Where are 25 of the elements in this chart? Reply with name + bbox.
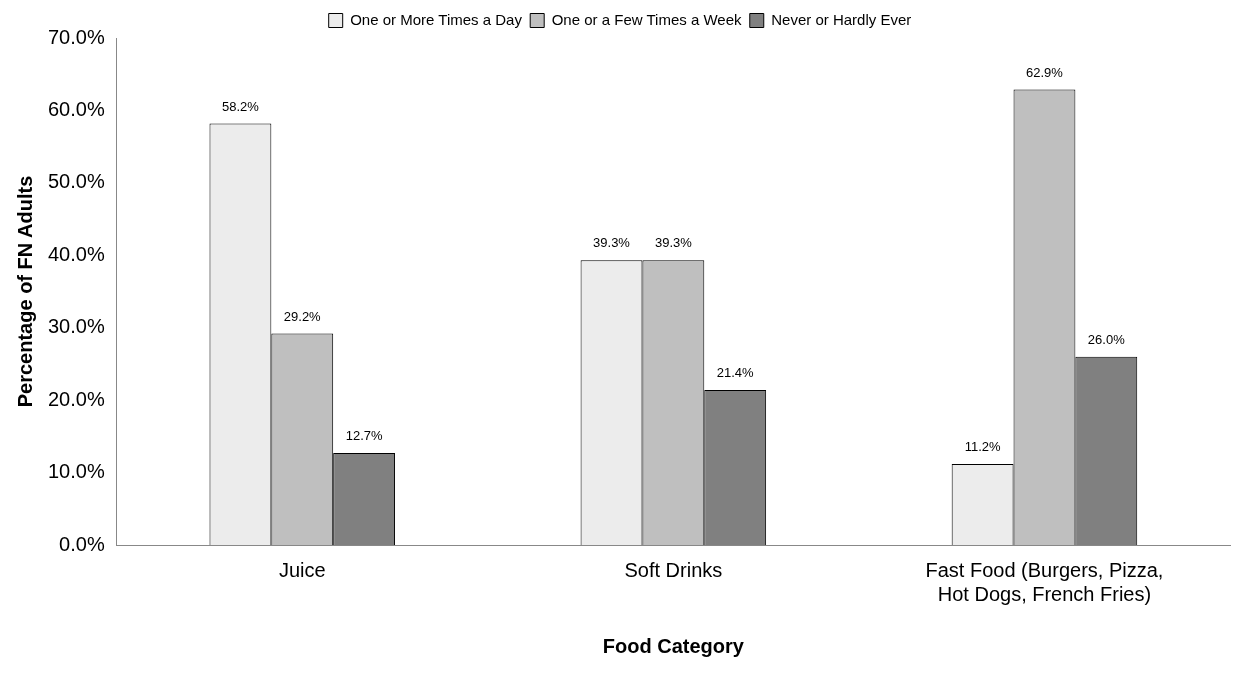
y-tick-label: 20.0%: [47, 387, 105, 410]
data-label: 62.9%: [1026, 64, 1064, 80]
legend-label: Never or Hardly Ever: [771, 10, 912, 28]
y-tick-label: 60.0%: [47, 97, 105, 120]
y-tick-label: 50.0%: [47, 170, 105, 193]
data-label: 26.0%: [1087, 331, 1126, 347]
data-label: 12.7%: [345, 428, 383, 444]
data-label: 39.3%: [654, 235, 693, 251]
legend-label: One or More Times a Day: [350, 10, 523, 28]
legend-label: One or a Few Times a Week: [551, 10, 742, 28]
x-tick-label: Juice: [278, 558, 326, 581]
y-tick-label: 70.0%: [47, 25, 105, 48]
data-label: 58.2%: [221, 98, 260, 114]
y-axis-title: Percentage of FN Adults: [13, 175, 36, 408]
x-tick-label: Fast Food (Burgers, Pizza, Hot Dogs, French Fries): [925, 558, 1164, 605]
data-label: 39.3%: [593, 235, 631, 251]
x-tick-label: Soft Drinks: [624, 558, 723, 581]
data-label: 11.2%: [964, 438, 1001, 454]
y-tick-label: 10.0%: [47, 460, 105, 483]
y-tick-label: 30.0%: [47, 315, 105, 338]
data-label: 29.2%: [283, 308, 322, 324]
data-label: 21.4%: [716, 365, 755, 381]
y-tick-label: 40.0%: [47, 242, 105, 265]
x-axis-title: Food Category: [602, 634, 745, 657]
y-tick-label: 0.0%: [59, 532, 105, 555]
